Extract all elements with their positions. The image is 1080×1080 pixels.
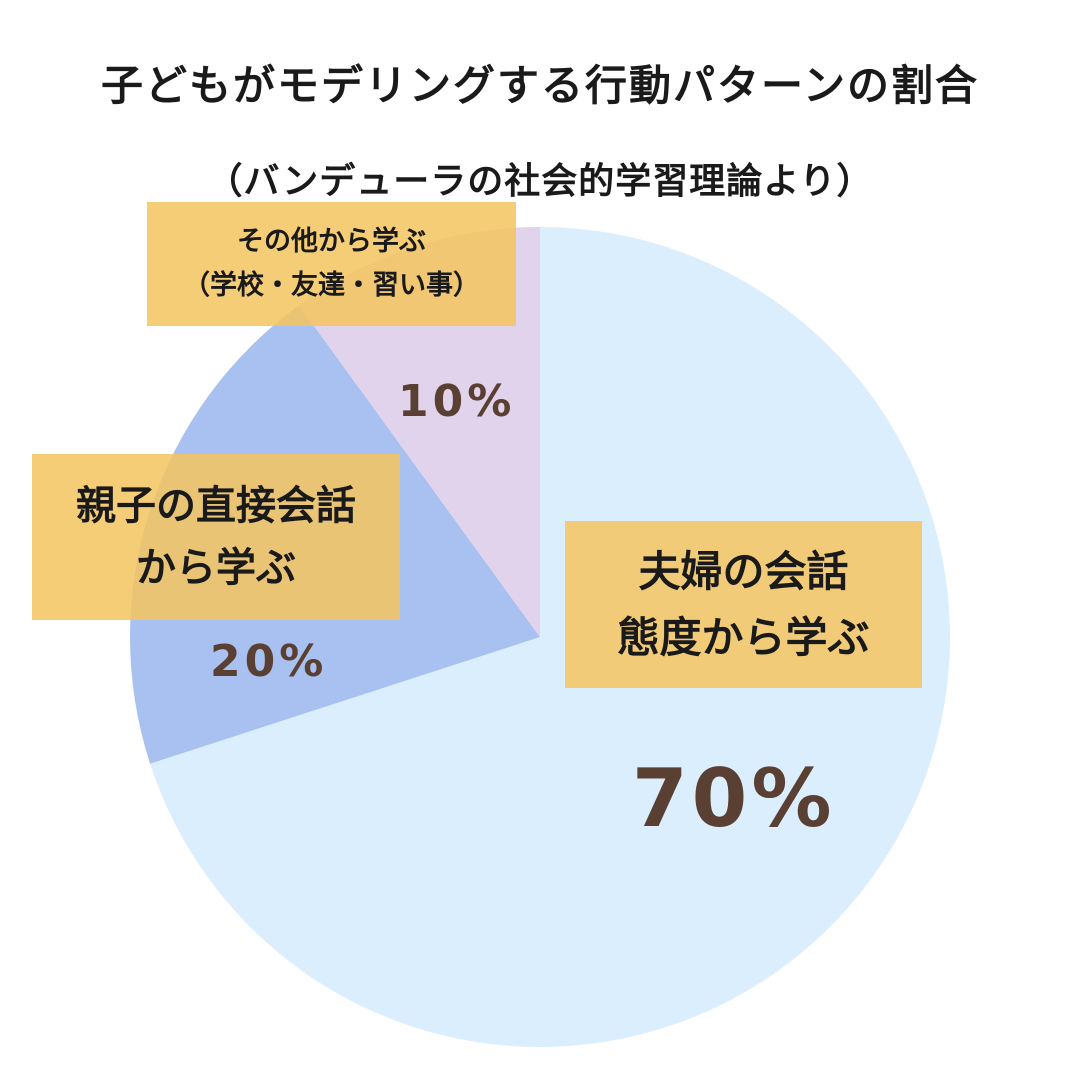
slice-label-couple: 夫婦の会話 態度から学ぶ (565, 521, 922, 688)
slice-label-other-line2: （学校・友達・習い事） (183, 270, 480, 301)
slice-label-parent: 親子の直接会話 から学ぶ (32, 454, 400, 620)
slice-label-other-line1: その他から学ぶ (237, 226, 426, 257)
slice-label-couple-line2: 態度から学ぶ (617, 612, 870, 662)
slice-label-parent-line2: から学ぶ (136, 545, 296, 591)
slice-label-couple-line1: 夫婦の会話 (638, 546, 849, 596)
slice-value-parent: 20% (210, 636, 328, 687)
chart-title: 子どもがモデリングする行動パターンの割合 (101, 61, 979, 110)
slice-value-couple: 70% (632, 752, 836, 845)
slice-label-other: その他から学ぶ （学校・友達・習い事） (147, 202, 516, 326)
pie-slice-other (299, 227, 540, 637)
slice-value-other: 10% (398, 376, 516, 427)
chart-subtitle: （バンデューラの社会的学習理論より） (206, 161, 874, 202)
slice-label-parent-line1: 親子の直接会話 (76, 483, 356, 529)
pie-slice-couple (150, 227, 950, 1047)
